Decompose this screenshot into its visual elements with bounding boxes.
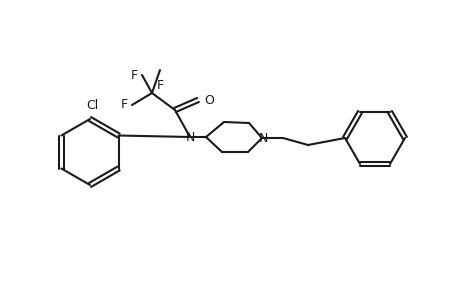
Text: O: O (203, 94, 213, 106)
Text: N: N (185, 130, 194, 143)
Text: Cl: Cl (86, 99, 98, 112)
Text: F: F (156, 79, 163, 92)
Text: N: N (258, 131, 267, 145)
Text: F: F (120, 98, 127, 110)
Text: F: F (130, 68, 137, 82)
